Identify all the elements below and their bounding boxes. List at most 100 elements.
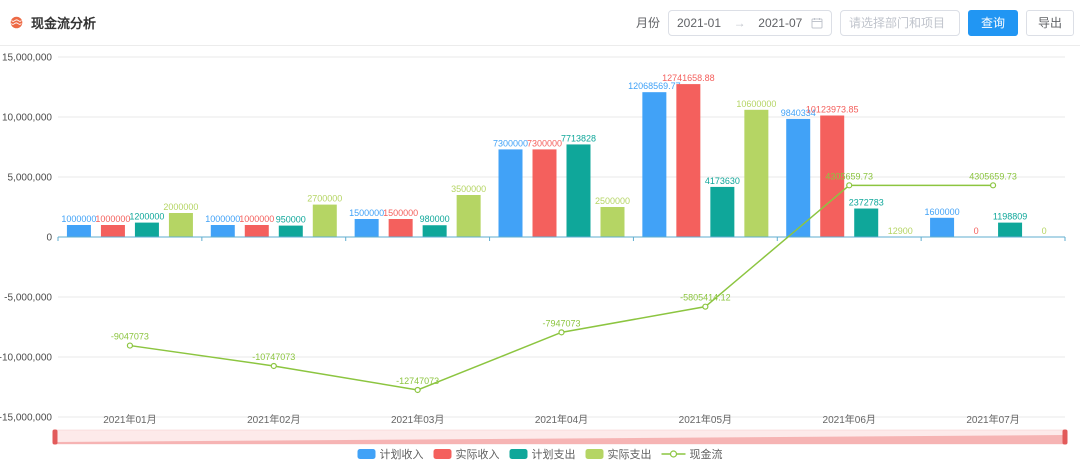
export-button[interactable]: 导出 (1025, 9, 1074, 36)
bar-value-label: 0 (1042, 226, 1047, 236)
bar-value-label: 980000 (420, 214, 450, 224)
bar-计划收入-2021年05月[interactable] (642, 92, 667, 238)
bar-实际支出-2021年04月[interactable] (600, 207, 625, 237)
legend-label: 现金流 (690, 447, 723, 461)
calendar-icon (811, 17, 823, 28)
bar-value-label: 7300000 (493, 138, 528, 148)
line-value-label: -10747073 (252, 352, 295, 362)
bar-计划支出-2021年02月[interactable] (278, 225, 303, 237)
x-axis-label: 2021年06月 (823, 413, 876, 426)
legend-label: 计划支出 (532, 447, 576, 461)
bar-计划支出-2021年04月[interactable] (566, 144, 591, 237)
date-range-start[interactable]: 2021-01 (676, 15, 722, 30)
query-button[interactable]: 查询 (967, 9, 1018, 36)
bar-实际支出-2021年03月[interactable] (456, 195, 481, 237)
x-axis-label: 2021年01月 (103, 413, 156, 426)
bar-value-label: 2000000 (163, 202, 198, 212)
legend-item-现金流[interactable]: 现金流 (661, 447, 723, 461)
bar-value-label: 1000000 (205, 214, 240, 224)
legend-line-marker (669, 450, 678, 458)
legend-item-计划收入[interactable]: 计划收入 (357, 447, 424, 461)
department-project-select[interactable] (839, 9, 960, 36)
bar-实际支出-2021年01月[interactable] (168, 213, 193, 237)
bar-计划收入-2021年01月[interactable] (66, 225, 91, 237)
legend-swatch (585, 449, 604, 459)
bar-实际收入-2021年05月[interactable] (676, 84, 701, 237)
legend-label: 计划收入 (380, 447, 424, 461)
bar-实际收入-2021年03月[interactable] (388, 219, 413, 237)
bar-实际收入-2021年04月[interactable] (532, 149, 557, 237)
legend-item-实际支出[interactable]: 实际支出 (585, 447, 652, 461)
bar-实际收入-2021年01月[interactable] (100, 225, 125, 237)
bar-value-label: 7300000 (527, 138, 562, 148)
bar-计划收入-2021年03月[interactable] (354, 219, 379, 237)
bar-value-label: 3500000 (451, 184, 486, 194)
y-axis-tick-label: -5,000,000 (4, 293, 52, 304)
y-axis-tick-label: 5,000,000 (8, 173, 53, 184)
datazoom-right-handle[interactable] (1062, 429, 1068, 445)
bar-value-label: 1600000 (925, 207, 960, 217)
bar-计划收入-2021年06月[interactable] (786, 118, 811, 237)
line-point-2021年04月[interactable] (558, 329, 565, 336)
bar-计划收入-2021年02月[interactable] (210, 225, 235, 237)
line-value-label: -7947073 (542, 318, 580, 328)
bar-value-label: 12900 (888, 226, 913, 236)
cashflow-chart: 15,000,000 10,000,000 5,000,000 0 -5,000,000… (0, 46, 1080, 463)
x-axis-label: 2021年04月 (535, 413, 588, 426)
line-value-label: 4305659.73 (825, 171, 873, 181)
bar-实际支出-2021年02月[interactable] (312, 204, 337, 237)
bar-计划支出-2021年06月[interactable] (854, 208, 879, 237)
legend-item-实际收入[interactable]: 实际收入 (433, 447, 500, 461)
y-axis-tick-label: 15,000,000 (2, 53, 52, 64)
x-axis-label: 2021年05月 (679, 413, 732, 426)
bar-value-label: 1000000 (61, 214, 96, 224)
header: 现金流分析 月份 2021-01 → 2021-07 查询 导出 (0, 0, 1080, 46)
bar-value-label: 7713828 (561, 133, 596, 143)
bar-value-label: 2500000 (595, 196, 630, 206)
bar-计划收入-2021年07月[interactable] (930, 217, 955, 237)
filter-bar: 月份 2021-01 → 2021-07 查询 导出 (636, 9, 1074, 36)
line-point-2021年02月[interactable] (270, 362, 277, 370)
y-axis-tick-label: 10,000,000 (2, 113, 52, 124)
x-axis-label: 2021年07月 (966, 413, 1019, 426)
bar-计划收入-2021年04月[interactable] (498, 149, 523, 237)
date-range-picker[interactable]: 2021-01 → 2021-07 (667, 9, 832, 36)
header-left: 现金流分析 (10, 13, 96, 32)
bar-计划支出-2021年03月[interactable] (422, 225, 447, 237)
bar-实际收入-2021年02月[interactable] (244, 225, 269, 237)
line-point-2021年06月[interactable] (846, 182, 853, 189)
y-axis-tick-label: -15,000,000 (0, 413, 52, 424)
date-range-end[interactable]: 2021-07 (758, 15, 803, 30)
legend-label: 实际支出 (608, 447, 652, 461)
legend-item-计划支出[interactable]: 计划支出 (509, 447, 576, 461)
line-point-2021年05月[interactable] (702, 303, 709, 310)
bar-value-label: 12741658.88 (662, 73, 715, 83)
datazoom-data-shadow (55, 435, 1065, 444)
y-axis-tick-label: 0 (46, 233, 52, 244)
legend-swatch (433, 449, 452, 459)
bar-value-label: 1000000 (95, 214, 130, 224)
line-point-2021年07月[interactable] (989, 182, 997, 189)
legend-label: 实际收入 (456, 447, 500, 461)
bar-实际收入-2021年06月[interactable] (820, 115, 845, 237)
bar-实际支出-2021年05月[interactable] (744, 109, 769, 237)
line-value-label: 4305659.73 (969, 171, 1017, 181)
bar-value-label: 4173630 (705, 176, 740, 186)
bar-value-label: 1198809 (993, 212, 1027, 222)
bar-计划支出-2021年05月[interactable] (710, 186, 735, 237)
bar-value-label: 2372783 (849, 198, 884, 208)
datazoom-left-handle[interactable] (52, 429, 58, 445)
date-range-arrow-icon: → (733, 15, 746, 30)
line-value-label: -9047073 (111, 332, 149, 342)
bar-value-label: 1200000 (129, 212, 164, 222)
bar-value-label: 1000000 (239, 214, 274, 224)
line-value-label: -12747073 (396, 376, 439, 386)
line-point-2021年01月[interactable] (126, 342, 134, 349)
line-point-2021年03月[interactable] (414, 386, 421, 394)
bar-value-label: 10600000 (736, 99, 776, 109)
line-value-label: -5805414.12 (680, 293, 731, 303)
legend-swatch (357, 449, 376, 459)
bar-计划支出-2021年01月[interactable] (134, 222, 159, 237)
bar-value-label: 10123973.85 (806, 105, 859, 115)
bar-计划支出-2021年07月[interactable] (998, 222, 1023, 237)
